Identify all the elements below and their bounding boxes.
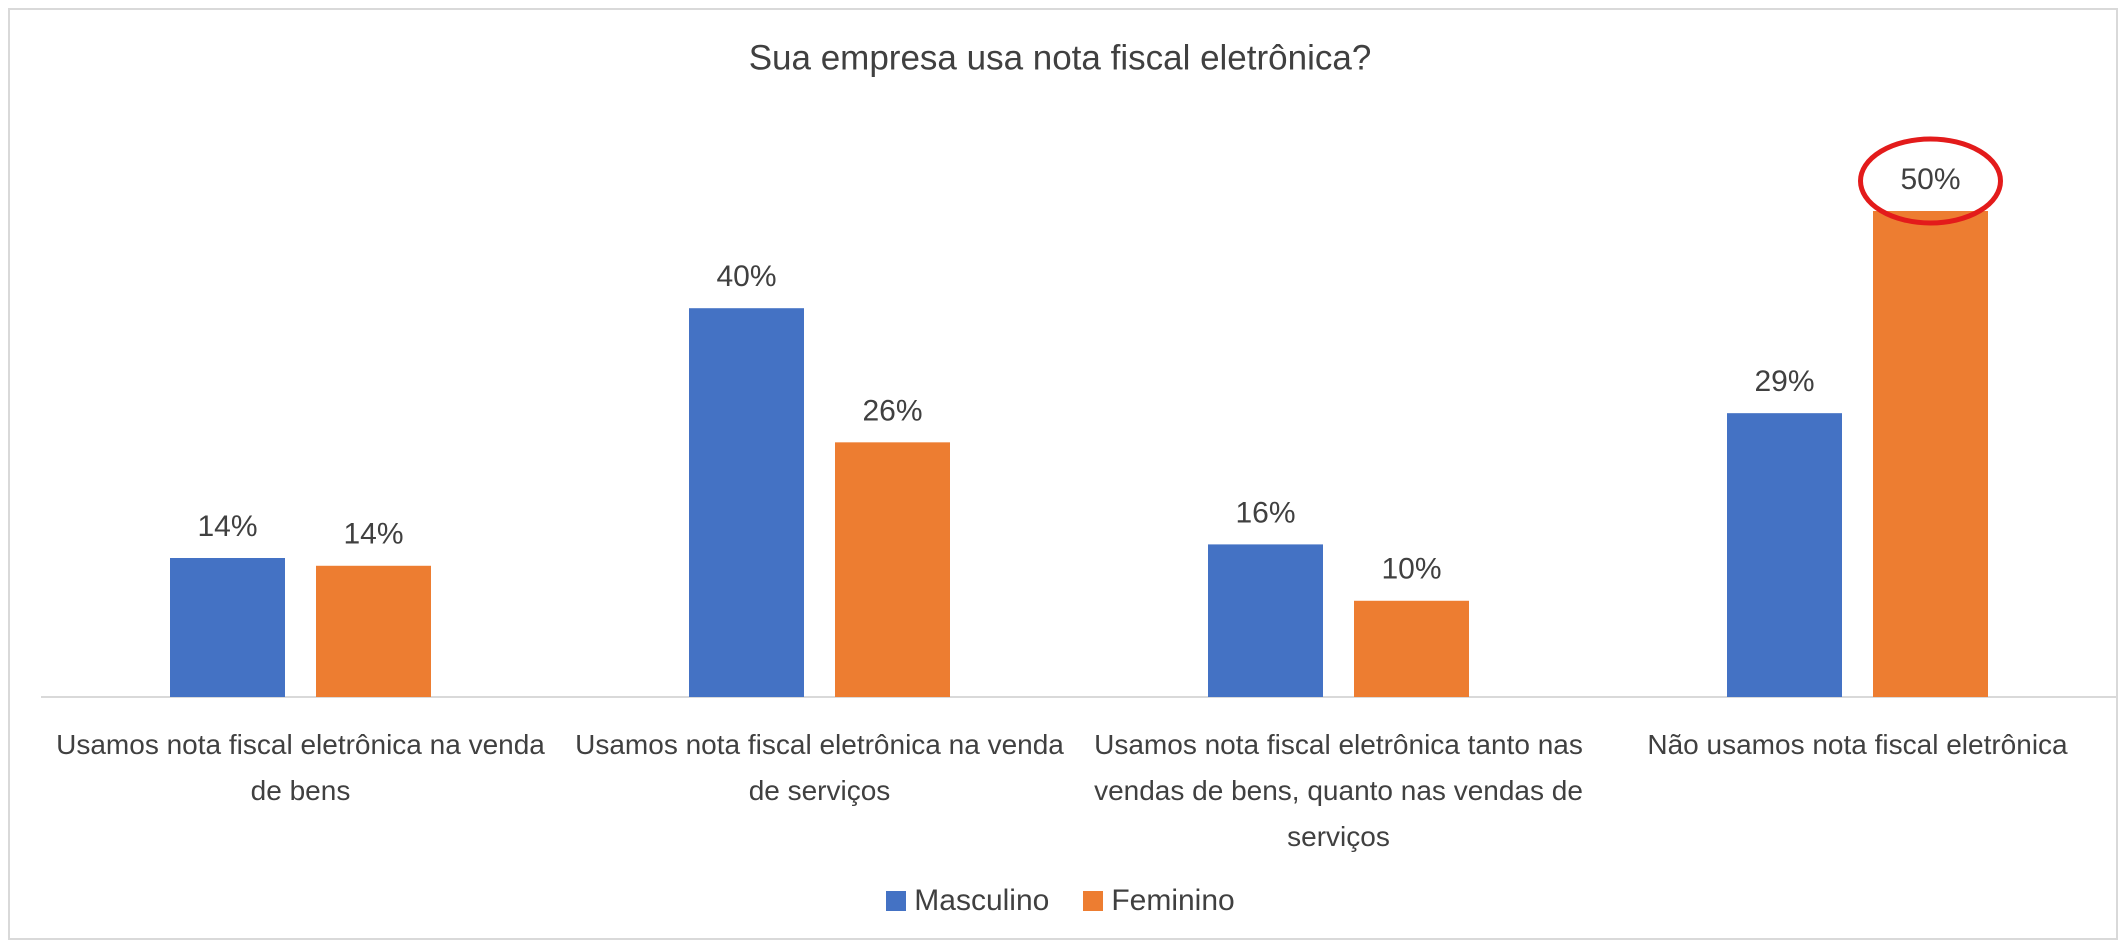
bar: [1727, 413, 1842, 697]
data-label: 14%: [197, 510, 257, 543]
x-tick-label: Usamos nota fiscal eletrônica na venda d…: [575, 729, 1064, 806]
bar: [170, 558, 285, 697]
legend-label: Feminino: [1111, 884, 1235, 917]
data-label: 50%: [1900, 163, 1960, 196]
bar: [1873, 211, 1988, 697]
legend-swatch: [886, 891, 907, 911]
chart-border: [8, 8, 2118, 940]
bar: [316, 565, 431, 697]
x-tick-label: Não usamos nota fiscal eletrônica: [1647, 729, 2068, 760]
data-label: 29%: [1754, 365, 1814, 398]
legend-label: Masculino: [914, 884, 1050, 917]
bar: [689, 308, 804, 697]
x-tick-label: Usamos nota fiscal eletrônica tanto nas …: [1094, 729, 1583, 852]
data-label: 16%: [1235, 496, 1295, 529]
legend: Masculino Feminino: [0, 884, 2121, 918]
x-tick-label: Usamos nota fiscal eletrônica na venda d…: [56, 729, 545, 806]
data-label: 40%: [716, 260, 776, 293]
data-label: 10%: [1381, 553, 1441, 586]
legend-item: Feminino: [1083, 884, 1235, 918]
data-label: 14%: [343, 518, 403, 551]
legend-item: Masculino: [886, 884, 1049, 918]
bar: [1208, 544, 1323, 697]
legend-swatch: [1083, 891, 1104, 911]
highlight-circle: [1858, 136, 2003, 226]
bar: [1354, 600, 1469, 697]
data-label: 26%: [862, 394, 922, 427]
chart-title: Sua empresa usa nota fiscal eletrônica?: [749, 38, 1372, 77]
bar: [835, 442, 950, 697]
